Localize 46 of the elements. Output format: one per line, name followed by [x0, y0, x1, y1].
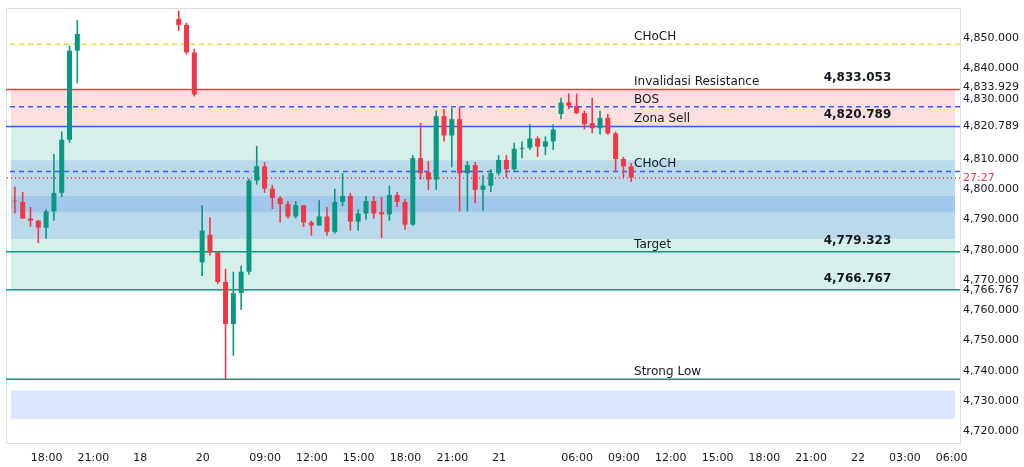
x-tick-label: 15:00: [701, 450, 734, 464]
x-tick-label: 18: [133, 450, 148, 464]
y-tick-label: 4,730.000: [963, 393, 1019, 407]
ref-line-label: Zona Sell: [634, 111, 691, 126]
x-tick-label: 18:00: [389, 450, 422, 464]
x-tick-label: 21: [492, 450, 507, 464]
x-tick-label: 21:00: [77, 450, 110, 464]
ref-line-label: CHoCH: [634, 156, 677, 171]
y-tick-label: 4,800.000: [963, 182, 1019, 196]
y-tick-label: 4,770.000: [963, 272, 1019, 286]
x-tick-label: 09:00: [608, 450, 640, 464]
y-tick-label: 4,840.000: [963, 61, 1019, 75]
ref-line-label: Target: [633, 236, 672, 251]
y-tick-label: 4,820.789: [963, 119, 1019, 133]
y-tick-label: 4,830.000: [963, 91, 1019, 105]
y-tick-label: 4,850.000: [963, 31, 1019, 45]
x-tick-label: 06:00: [935, 450, 968, 464]
x-tick-label: 21:00: [795, 450, 828, 464]
annotation: 4,779.323: [823, 232, 892, 247]
x-tick-label: 03:00: [888, 450, 921, 464]
annotation: 4,820.789: [823, 107, 892, 122]
text: 27:27: [963, 171, 995, 185]
annotation: 4,766.767: [823, 270, 892, 285]
y-tick-label: 4,833.929: [963, 79, 1019, 93]
y-tick-label: 4,780.000: [963, 242, 1019, 256]
ref-line-label: CHoCH: [634, 29, 677, 44]
x-tick-label: 09:00: [249, 450, 281, 464]
x-tick-label: 22: [850, 450, 865, 464]
y-tick-label: 4,810.000: [963, 152, 1019, 166]
ref-line-label: Invalidasi Resistance: [634, 74, 760, 89]
x-tick-label: 18:00: [748, 450, 781, 464]
y-tick-label: 4,790.000: [963, 212, 1019, 226]
ref-line-label: BOS: [634, 91, 660, 106]
x-tick-label: 06:00: [561, 450, 593, 464]
y-tick-label: 4,740.000: [963, 363, 1019, 377]
x-tick-label: 12:00: [654, 450, 687, 464]
ref-line-label: Strong Low: [634, 364, 702, 379]
x-tick-label: 18:00: [30, 450, 63, 464]
y-tick-label: 4,720.000: [963, 423, 1019, 437]
annotation: 4,833.053: [823, 70, 892, 85]
x-tick-label: 15:00: [342, 450, 375, 464]
x-tick-label: 20: [195, 450, 210, 464]
y-tick-label: 4,760.000: [963, 303, 1019, 317]
x-tick-label: 21:00: [436, 450, 469, 464]
y-tick-label: 4,750.000: [963, 333, 1019, 347]
x-tick-label: 12:00: [296, 450, 328, 464]
